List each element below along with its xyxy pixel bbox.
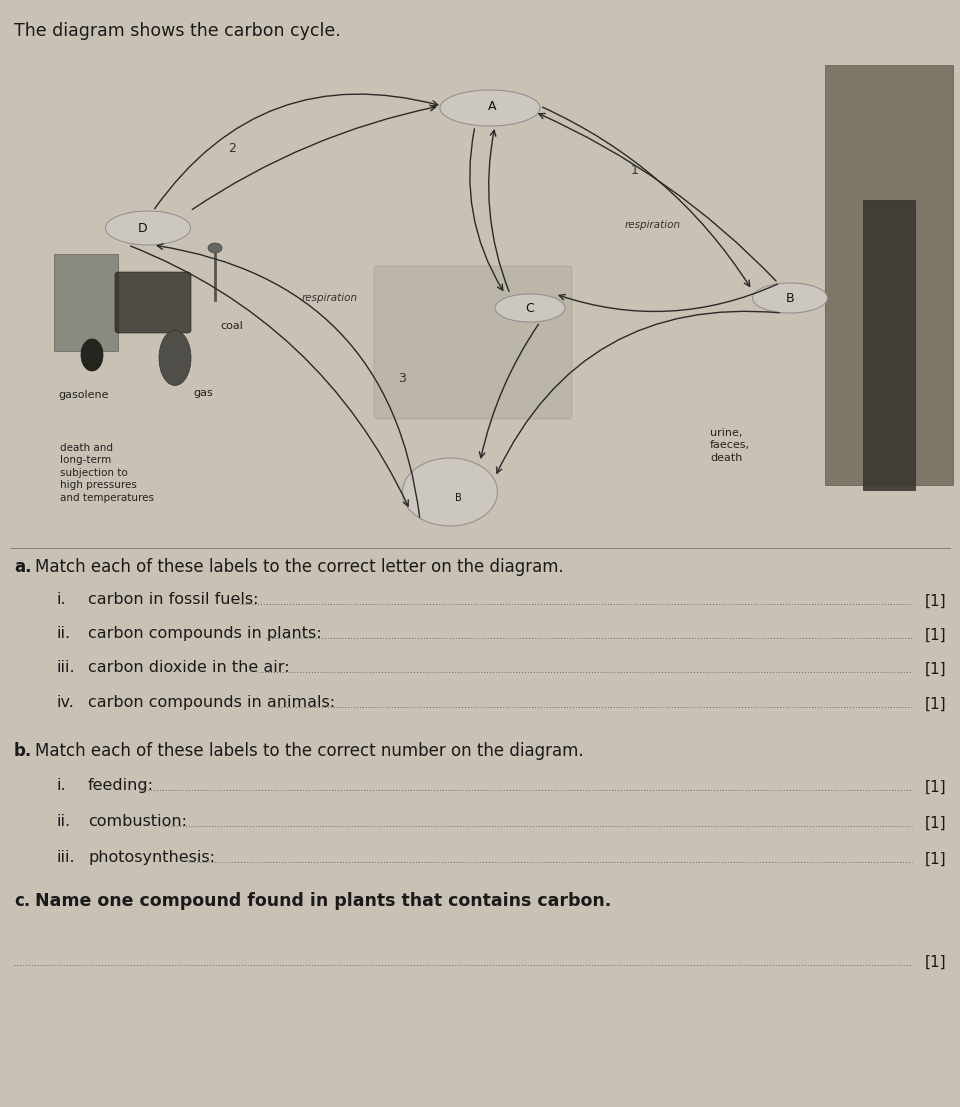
- Text: c.: c.: [14, 892, 31, 910]
- Text: iii.: iii.: [56, 850, 75, 865]
- FancyBboxPatch shape: [863, 200, 915, 490]
- Text: Match each of these labels to the correct letter on the diagram.: Match each of these labels to the correc…: [35, 558, 564, 576]
- Text: ii.: ii.: [56, 814, 70, 829]
- Text: a.: a.: [14, 558, 32, 576]
- Text: respiration: respiration: [625, 220, 682, 230]
- Text: death and
long-term
subjection to
high pressures
and temperatures: death and long-term subjection to high p…: [60, 443, 154, 503]
- Text: [1]: [1]: [924, 955, 946, 970]
- Text: carbon in fossil fuels:: carbon in fossil fuels:: [88, 592, 258, 607]
- Text: [1]: [1]: [924, 816, 946, 831]
- Ellipse shape: [440, 90, 540, 126]
- Ellipse shape: [753, 283, 828, 313]
- Text: iv.: iv.: [56, 695, 74, 710]
- Text: i.: i.: [56, 778, 65, 793]
- FancyBboxPatch shape: [825, 65, 953, 485]
- Text: 3: 3: [398, 372, 406, 384]
- Text: [1]: [1]: [924, 697, 946, 712]
- Text: A: A: [488, 100, 496, 113]
- Ellipse shape: [208, 244, 222, 254]
- FancyBboxPatch shape: [374, 266, 572, 420]
- Text: iii.: iii.: [56, 660, 75, 675]
- Text: carbon dioxide in the air:: carbon dioxide in the air:: [88, 660, 290, 675]
- Ellipse shape: [159, 331, 191, 385]
- Ellipse shape: [402, 458, 497, 526]
- Text: [1]: [1]: [924, 594, 946, 609]
- Text: 1: 1: [631, 164, 639, 176]
- Text: gas: gas: [193, 387, 213, 399]
- Text: carbon compounds in animals:: carbon compounds in animals:: [88, 695, 335, 710]
- Text: Name one compound found in plants that contains carbon.: Name one compound found in plants that c…: [35, 892, 612, 910]
- Text: 2: 2: [228, 142, 236, 155]
- Text: carbon compounds in plants:: carbon compounds in plants:: [88, 625, 322, 641]
- Text: [1]: [1]: [924, 628, 946, 643]
- FancyBboxPatch shape: [115, 272, 191, 333]
- Text: respiration: respiration: [301, 293, 358, 303]
- Text: C: C: [526, 301, 535, 314]
- Ellipse shape: [106, 211, 190, 245]
- Text: urine,
faeces,
death: urine, faeces, death: [710, 428, 750, 463]
- Text: [1]: [1]: [924, 852, 946, 867]
- Ellipse shape: [495, 294, 565, 322]
- Text: B: B: [455, 493, 462, 503]
- Text: B: B: [785, 291, 794, 304]
- Text: Match each of these labels to the correct number on the diagram.: Match each of these labels to the correc…: [35, 742, 584, 761]
- FancyBboxPatch shape: [54, 254, 118, 351]
- Text: photosynthesis:: photosynthesis:: [88, 850, 215, 865]
- Text: feeding:: feeding:: [88, 778, 154, 793]
- Text: i.: i.: [56, 592, 65, 607]
- Text: The diagram shows the carbon cycle.: The diagram shows the carbon cycle.: [14, 22, 341, 40]
- Ellipse shape: [81, 339, 103, 371]
- Text: D: D: [138, 221, 148, 235]
- Text: combustion:: combustion:: [88, 814, 187, 829]
- Text: ii.: ii.: [56, 625, 70, 641]
- Text: [1]: [1]: [924, 780, 946, 795]
- Text: gasolene: gasolene: [58, 390, 108, 400]
- Text: [1]: [1]: [924, 662, 946, 677]
- Text: coal: coal: [220, 321, 243, 331]
- Text: b.: b.: [14, 742, 33, 761]
